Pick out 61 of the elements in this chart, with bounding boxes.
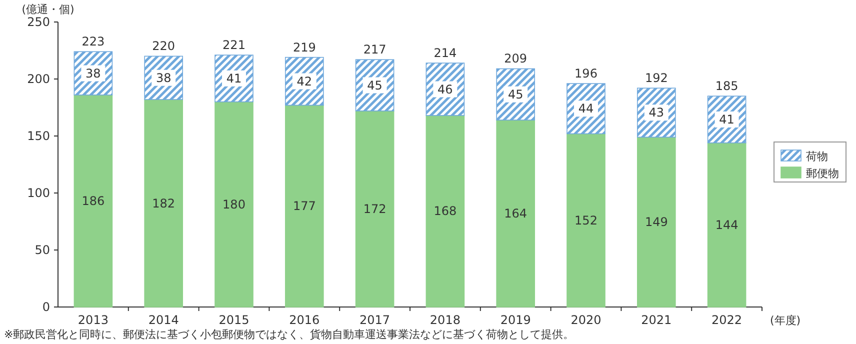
total-label: 217: [363, 42, 386, 57]
data-label: 41: [719, 112, 734, 126]
data-label: 46: [438, 82, 453, 96]
data-label: 42: [296, 74, 312, 88]
data-label: 152: [574, 213, 598, 228]
bar: [496, 120, 536, 308]
x-tick-label: 2017: [360, 313, 390, 327]
bar: [144, 99, 184, 308]
bar: [566, 133, 606, 308]
y-tick-label: 50: [34, 243, 50, 257]
bar: [214, 101, 254, 308]
total-label: 214: [434, 46, 457, 60]
bar: [74, 94, 113, 308]
total-label: 223: [82, 34, 105, 49]
total-label: 192: [644, 71, 668, 86]
y-tick-label: 150: [27, 129, 50, 143]
legend-label: 荷物: [806, 150, 828, 163]
data-label: 144: [715, 218, 738, 232]
total-label: 196: [574, 66, 598, 81]
bar: [284, 104, 324, 308]
data-label: 149: [644, 215, 668, 230]
total-label: 219: [292, 40, 316, 54]
data-label: 43: [648, 106, 664, 120]
total-label: 220: [152, 39, 176, 54]
legend-label: 郵便物: [806, 167, 839, 180]
x-tick-label: 2015: [218, 313, 250, 327]
y-axis-title: (億通・個): [22, 3, 74, 16]
x-axis-title: (年度): [770, 314, 801, 327]
total-label: 221: [222, 38, 246, 52]
data-label: 172: [363, 202, 386, 216]
y-tick-label: 200: [27, 72, 50, 86]
x-tick-label: 2022: [712, 313, 742, 327]
bar: [426, 115, 465, 308]
y-tick-label: 0: [42, 300, 50, 314]
x-tick-label: 2021: [641, 313, 672, 327]
x-tick-label: 2016: [289, 313, 320, 327]
total-label: 209: [504, 52, 528, 66]
data-label: 38: [156, 70, 172, 85]
data-label: 164: [504, 206, 528, 221]
y-tick-label: 250: [27, 15, 50, 29]
data-label: 182: [152, 196, 176, 210]
data-label: 38: [86, 66, 101, 80]
x-tick-label: 2019: [500, 313, 531, 327]
data-label: 45: [508, 87, 524, 102]
x-tick-label: 2014: [148, 313, 179, 327]
data-label: 45: [367, 78, 382, 92]
total-label: 185: [715, 79, 738, 94]
data-label: 44: [578, 102, 594, 116]
bar: [355, 110, 394, 308]
y-tick-label: 100: [27, 186, 50, 200]
data-label: 168: [434, 204, 457, 218]
bar: [636, 136, 676, 308]
data-label: 41: [226, 71, 242, 86]
data-label: 180: [222, 197, 246, 212]
text: ※郵政民営化と同時に、郵便法に基づく小包郵便物ではなく、貨物自動車運送事業法などに基づく荷物として提供。: [4, 328, 574, 341]
data-label: 177: [292, 199, 316, 214]
bar: [707, 142, 746, 308]
x-tick-label: 2018: [430, 313, 460, 327]
data-label: 186: [82, 194, 105, 208]
x-tick-label: 2013: [78, 313, 108, 327]
x-tick-label: 2020: [570, 313, 602, 327]
